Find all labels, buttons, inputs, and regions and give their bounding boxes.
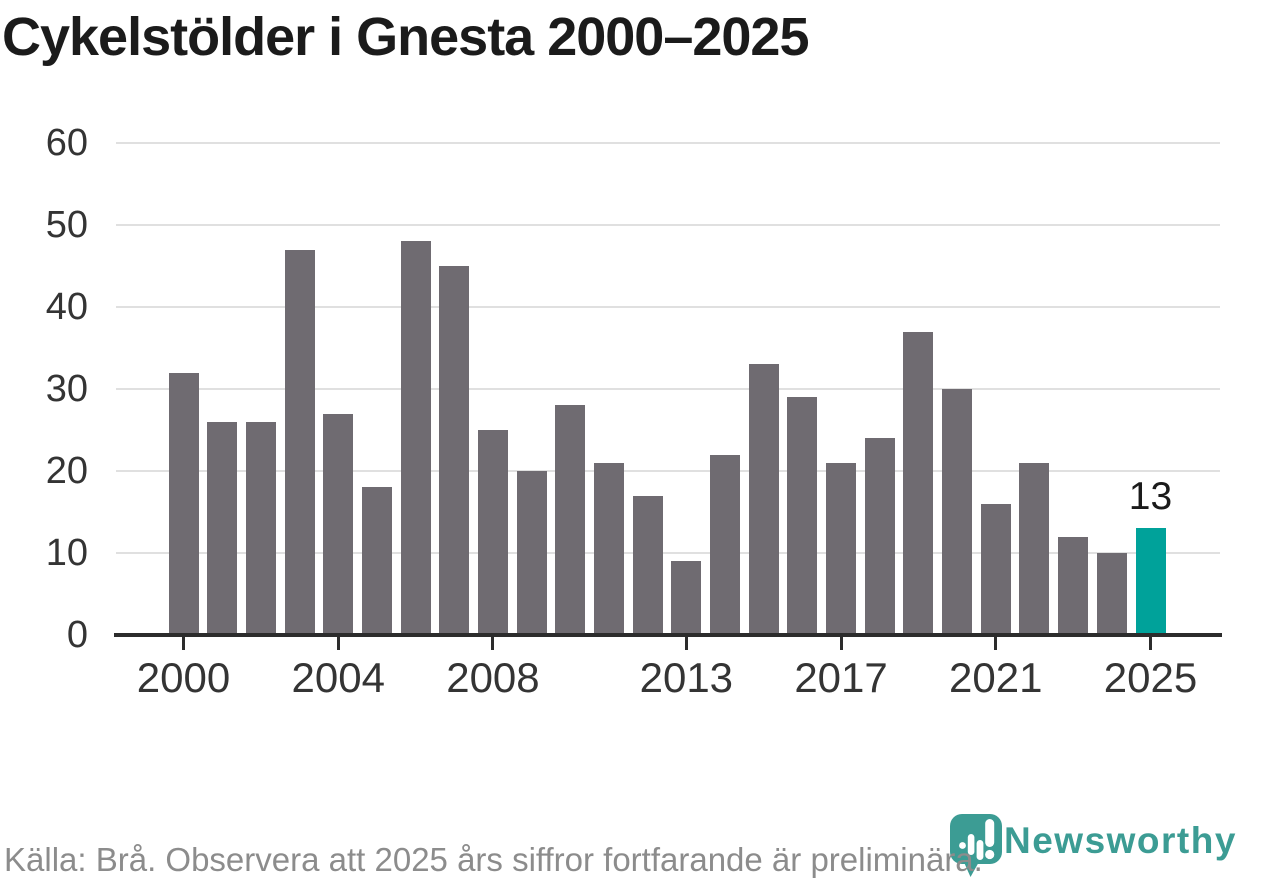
bar-2009	[516, 471, 547, 635]
x-tick-2000	[182, 637, 185, 650]
x-axis-label-2021: 2021	[949, 654, 1043, 701]
gridline-20	[116, 470, 1220, 472]
bar-2020	[942, 389, 973, 635]
x-tick-2013	[684, 637, 688, 650]
x-tick-2004	[336, 637, 340, 650]
bar-2017	[826, 462, 857, 635]
y-axis-label-0: 0	[66, 614, 88, 656]
bar-2025	[1135, 528, 1166, 635]
x-axis-line	[114, 633, 1222, 637]
bar-2002	[245, 421, 276, 635]
bar-2022	[1019, 462, 1050, 635]
bar-2006	[400, 241, 431, 635]
x-axis-label-2000: 2000	[136, 654, 231, 701]
bar-2013	[671, 561, 702, 635]
bar-2012	[632, 495, 663, 635]
x-tick-2017	[839, 637, 843, 650]
bar-2016	[787, 397, 818, 635]
y-axis-label-40: 40	[45, 286, 88, 328]
y-axis-label-10: 10	[45, 532, 88, 574]
bar-2023	[1058, 536, 1089, 635]
y-axis-label-20: 20	[45, 450, 88, 492]
y-axis-label-60: 60	[45, 122, 88, 164]
bar-2011	[593, 462, 624, 635]
x-tick-2008	[491, 637, 495, 650]
gridline-10	[116, 552, 1220, 554]
newsworthy-pin-barchart-icon	[950, 814, 1002, 877]
bar-2001	[207, 421, 238, 635]
x-tick-2021	[994, 637, 998, 650]
bar-2019	[903, 331, 934, 635]
chart-title: Cykelstölder i Gnesta 2000–2025	[2, 7, 810, 67]
x-axis-label-2004: 2004	[291, 654, 385, 701]
x-axis-label-2025: 2025	[1103, 654, 1198, 701]
x-axis-label-2013: 2013	[639, 654, 734, 701]
gridline-50	[116, 224, 1220, 226]
bar-2000	[168, 372, 199, 635]
gridline-40	[116, 306, 1220, 308]
bar-2003	[284, 249, 315, 635]
bar-2004	[323, 413, 354, 635]
x-axis-label-2008: 2008	[446, 654, 540, 701]
y-axis-label-30: 30	[45, 368, 88, 410]
source-note: Källa: Brå. Observera att 2025 års siffr…	[4, 841, 983, 878]
gridline-60	[116, 142, 1220, 144]
bar-2024	[1096, 553, 1127, 635]
x-axis-label-2017: 2017	[794, 654, 888, 701]
bar-2014	[710, 454, 741, 635]
bar-2005	[361, 487, 392, 635]
bar-2021	[980, 503, 1011, 635]
highlight-value-label: 13	[1128, 475, 1173, 519]
y-axis-label-50: 50	[45, 204, 88, 246]
newsworthy-wordmark: Newsworthy	[1004, 820, 1237, 861]
bar-2015	[748, 364, 779, 635]
bar-2008	[477, 430, 508, 635]
bar-2007	[439, 266, 470, 635]
bar-2018	[864, 438, 895, 635]
x-tick-2025	[1149, 637, 1152, 650]
gridline-30	[116, 388, 1220, 390]
bar-2010	[555, 405, 586, 635]
